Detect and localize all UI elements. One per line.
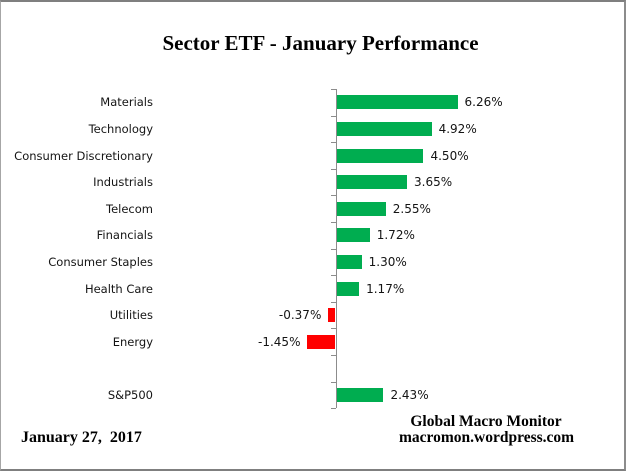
value-label: 4.50% <box>430 148 469 163</box>
axis-tick <box>330 275 336 277</box>
category-label: Utilities <box>109 308 153 323</box>
axis-tick <box>330 222 336 223</box>
axis-tick <box>330 328 336 330</box>
category-axis <box>335 89 337 409</box>
positive-bar <box>336 95 458 110</box>
date-label: January 27, 2017 <box>21 429 142 446</box>
positive-bar <box>336 201 386 216</box>
axis-tick <box>330 89 336 90</box>
value-label: 6.26% <box>464 95 503 110</box>
positive-bar <box>336 121 432 136</box>
brand-name: Global Macro Monitor <box>410 413 562 430</box>
axis-tick <box>330 408 336 410</box>
category-label: Industrials <box>93 175 153 190</box>
negative-bar <box>328 308 336 323</box>
value-label: -0.37% <box>278 308 322 323</box>
category-label: Financials <box>96 228 153 243</box>
value-label: 1.72% <box>376 228 415 243</box>
brand-block: Global Macro Monitor macromon.wordpress.… <box>399 413 575 446</box>
positive-bar <box>336 254 362 269</box>
positive-bar <box>336 387 384 402</box>
positive-bar <box>336 228 370 243</box>
positive-bar <box>336 281 360 296</box>
positive-bar <box>336 175 408 190</box>
value-label: 2.55% <box>392 201 431 216</box>
negative-bar <box>307 334 336 349</box>
category-label: S&P500 <box>107 387 153 402</box>
axis-tick <box>330 301 336 303</box>
axis-tick <box>330 248 336 250</box>
category-label: Technology <box>88 121 153 136</box>
category-label: Consumer Staples <box>48 254 153 269</box>
value-label: 3.65% <box>414 175 453 190</box>
axis-tick <box>330 355 336 356</box>
value-label: 1.17% <box>366 281 405 296</box>
value-label: 1.30% <box>368 254 407 269</box>
chart-title: Sector ETF - January Performance <box>162 31 479 55</box>
value-label: -1.45% <box>258 334 301 349</box>
value-label: 4.92% <box>438 121 477 136</box>
brand-url: macromon.wordpress.com <box>399 429 575 446</box>
axis-tick <box>330 142 336 144</box>
axis-tick <box>330 381 336 383</box>
value-label: 2.43% <box>390 387 429 402</box>
category-label: Health Care <box>84 281 153 296</box>
axis-tick <box>330 168 336 170</box>
category-label: Energy <box>112 334 153 349</box>
category-label: Consumer Discretionary <box>14 148 153 163</box>
axis-tick <box>330 115 336 117</box>
axis-tick <box>330 195 336 197</box>
category-label: Telecom <box>106 201 153 216</box>
category-label: Materials <box>100 95 153 110</box>
positive-bar <box>336 148 424 163</box>
